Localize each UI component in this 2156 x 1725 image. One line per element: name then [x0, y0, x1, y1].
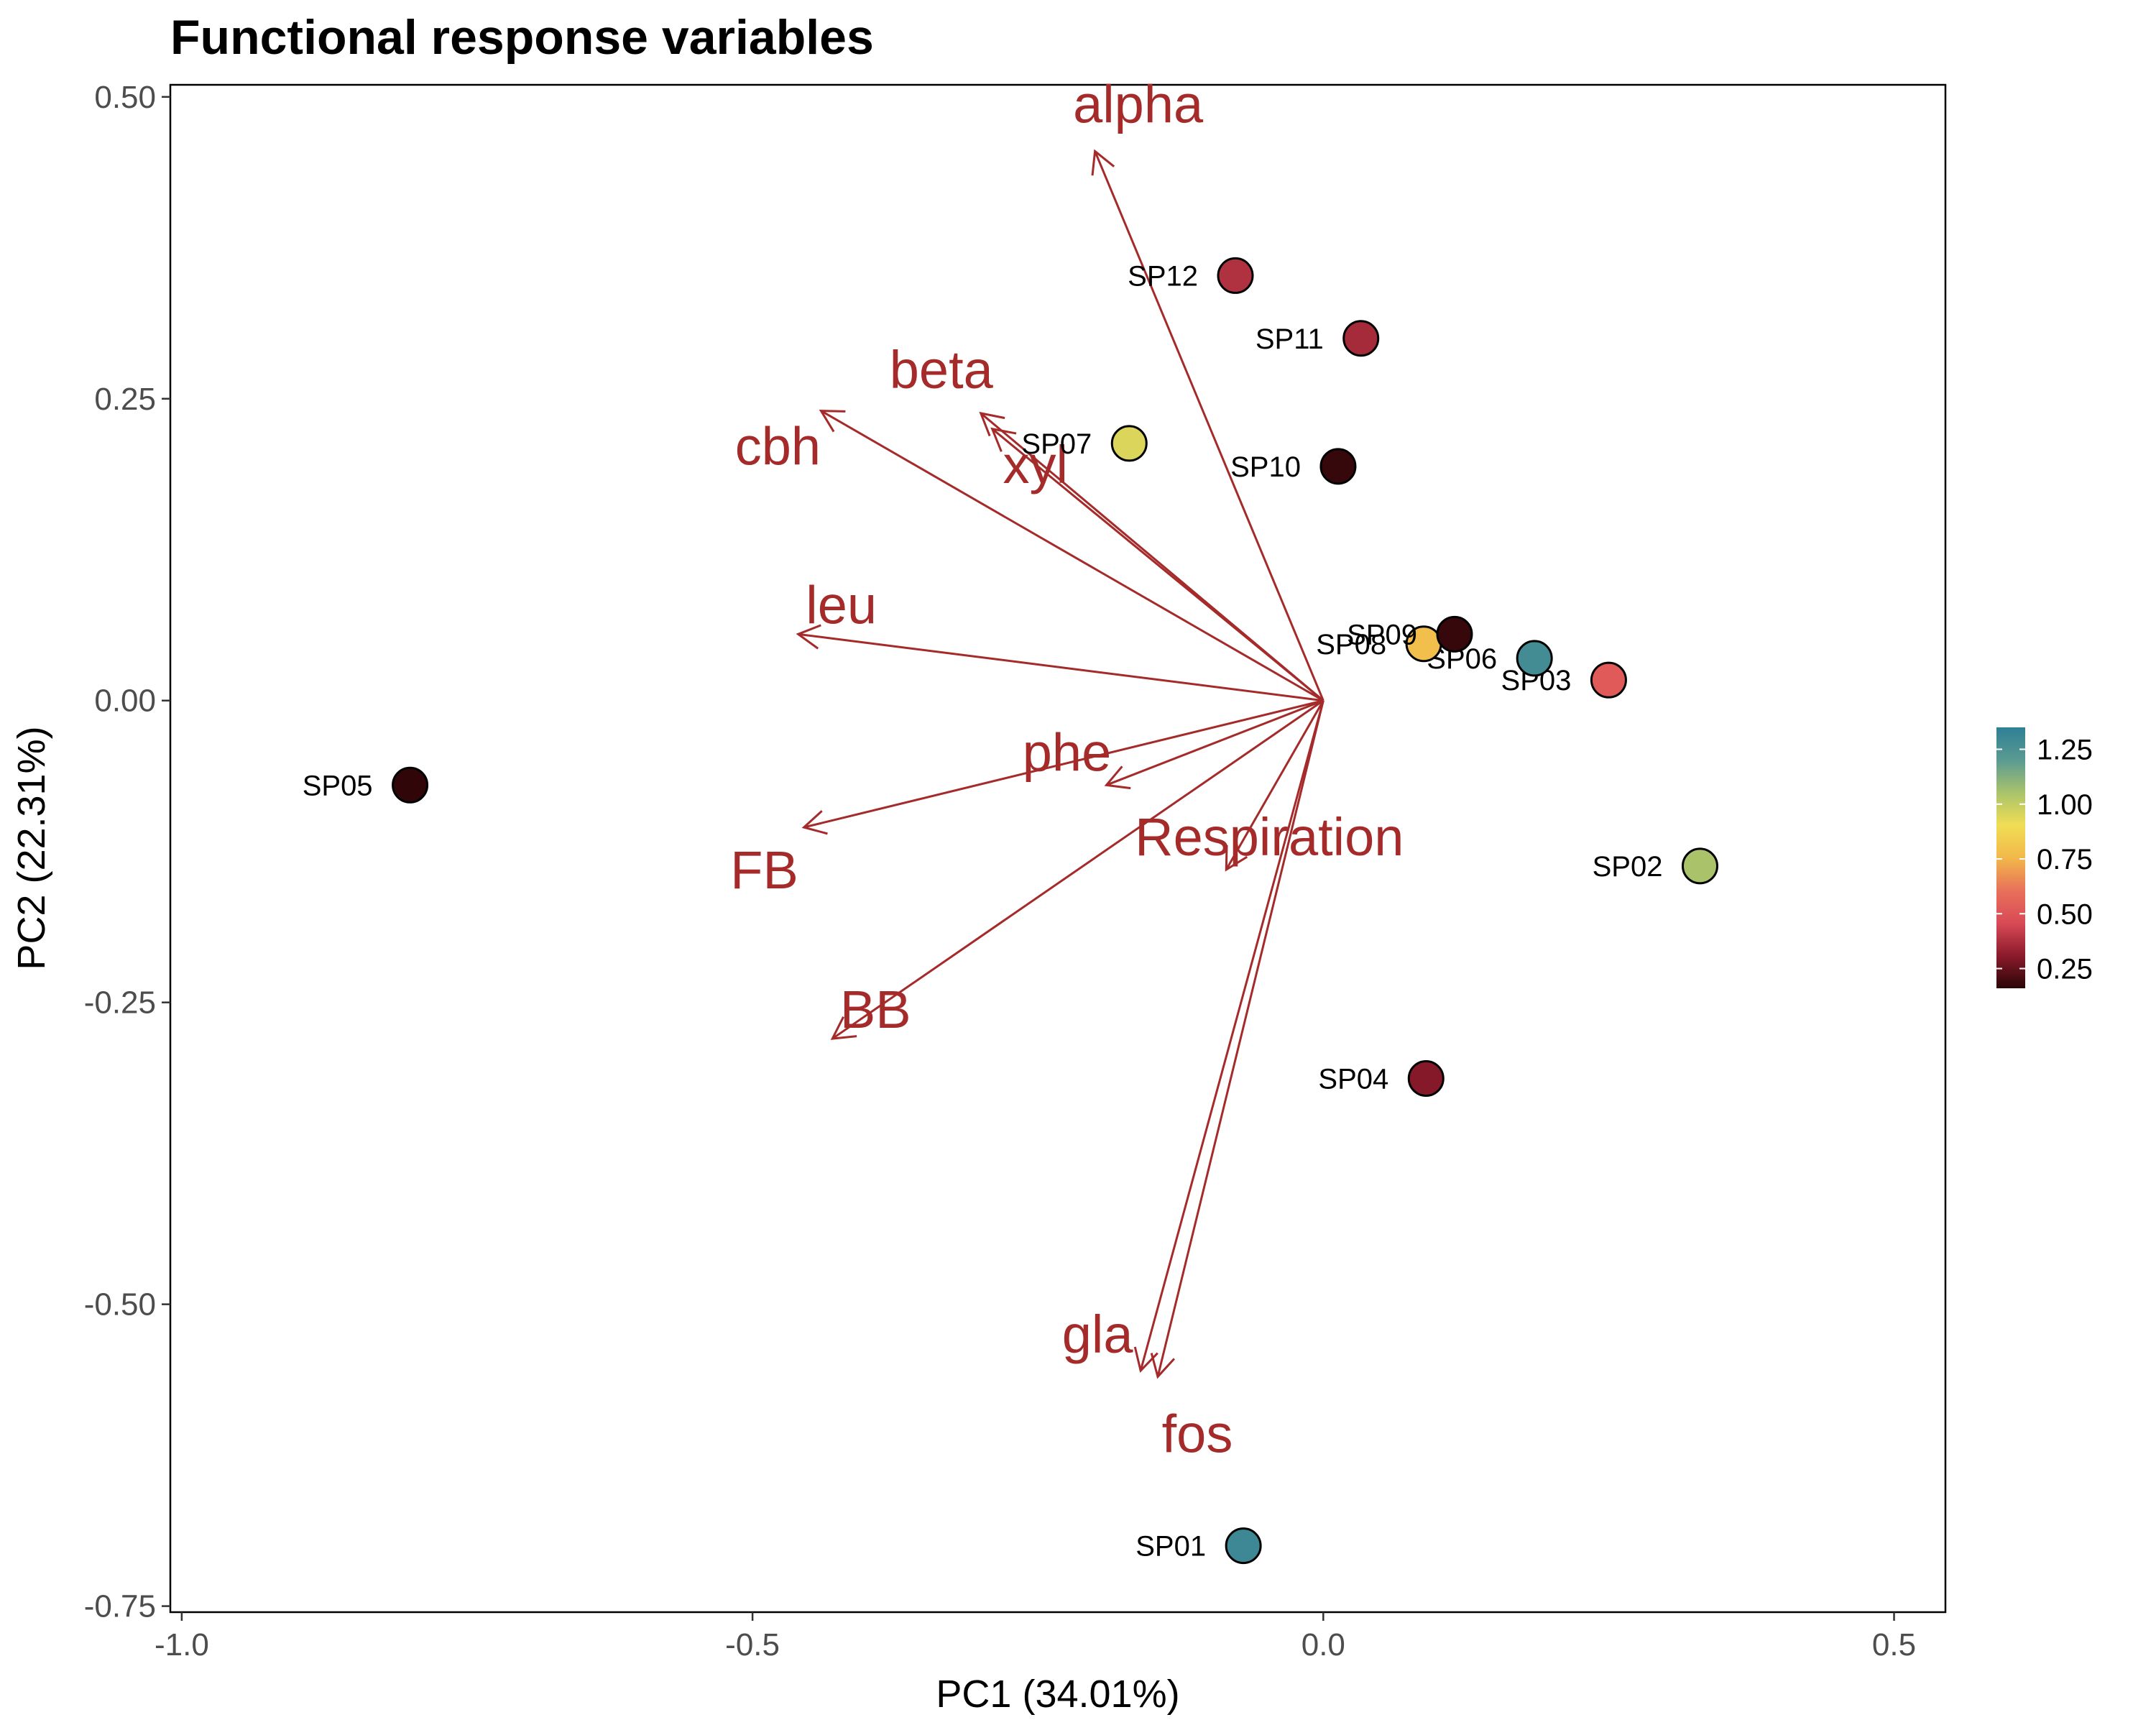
color-legend: 1.25 1.00 0.75 0.50 0.25: [1996, 727, 2093, 988]
vector-label-bb: BB: [840, 980, 911, 1039]
vector-label-fb: FB: [730, 840, 798, 900]
site-point-sp10: [1319, 448, 1357, 485]
vector-label-alpha: alpha: [1073, 74, 1204, 134]
x-tick-label: -1.0: [155, 1627, 209, 1662]
site-point-sp01: [1225, 1527, 1262, 1565]
arrowhead: [819, 409, 846, 433]
site-point-sp04: [1407, 1060, 1445, 1098]
site-point-sp09: [1436, 615, 1473, 653]
x-tick-label: 0.0: [1302, 1627, 1345, 1662]
x-axis-title: PC1 (34.01%): [936, 1673, 1179, 1716]
arrowhead: [1150, 1353, 1176, 1379]
site-label-sp08: SP08: [1316, 629, 1386, 661]
loading-arrow-leu: [798, 632, 1324, 702]
arrowhead: [801, 810, 828, 835]
y-tick-label: 0.00: [94, 684, 156, 719]
loading-arrow-bb: [831, 699, 1325, 1040]
loading-arrow-fb: [803, 699, 1324, 829]
site-point-sp11: [1342, 320, 1380, 357]
y-tick-label: 0.25: [94, 382, 156, 417]
arrowhead: [1091, 149, 1115, 176]
loading-arrow-phe: [1105, 699, 1324, 786]
vector-label-gla: gla: [1062, 1305, 1134, 1364]
site-points: SP01SP02SP03SP04SP05SP06SP07SP08SP09SP10…: [303, 257, 1718, 1565]
vector-label-respiration: Respiration: [1135, 807, 1404, 867]
site-label-sp10: SP10: [1230, 451, 1301, 483]
x-axis: -1.0 -0.5 0.0 0.5: [155, 1612, 1916, 1662]
site-point-sp03: [1590, 661, 1627, 699]
arrowhead: [990, 427, 1017, 452]
arrowhead: [1104, 765, 1131, 790]
arrowhead: [1225, 845, 1248, 872]
y-axis-title: PC2 (22.31%): [10, 726, 53, 970]
arrowhead: [796, 624, 821, 650]
y-tick-label: -0.50: [84, 1287, 156, 1322]
y-tick-label: 0.50: [94, 80, 156, 115]
vector-label-phe: phe: [1023, 722, 1111, 782]
y-axis: 0.50 0.25 0.00 -0.25 -0.50 -0.75: [84, 80, 170, 1624]
loading-arrow-cbh: [820, 410, 1325, 702]
colorbar-label: 1.00: [2037, 789, 2093, 821]
loading-arrow-alpha: [1094, 150, 1325, 702]
site-point-sp07: [1110, 425, 1148, 462]
site-point-sp06: [1516, 640, 1553, 677]
colorbar: [1996, 727, 2025, 988]
site-label-sp07: SP07: [1021, 428, 1092, 460]
loading-arrow-gla: [1139, 700, 1325, 1371]
site-label-sp02: SP02: [1593, 851, 1663, 883]
colorbar-label: 0.25: [2037, 954, 2093, 985]
site-label-sp09: SP09: [1347, 619, 1417, 650]
site-label-sp04: SP04: [1318, 1064, 1388, 1095]
colorbar-label: 1.25: [2037, 735, 2093, 766]
vector-label-xyl: xyl: [1003, 435, 1067, 494]
arrowhead: [979, 411, 1005, 437]
chart-title: Functional response variables: [170, 10, 874, 65]
colorbar-label: 0.50: [2037, 898, 2093, 930]
site-point-sp12: [1217, 257, 1254, 294]
plot-panel: [169, 83, 1947, 1614]
loading-arrow-fos: [1156, 700, 1325, 1377]
arrowhead: [830, 1016, 857, 1040]
x-tick-label: 0.5: [1872, 1627, 1916, 1662]
vector-label-beta: beta: [890, 340, 994, 400]
y-tick-label: -0.75: [84, 1589, 156, 1624]
site-label-sp11: SP11: [1256, 323, 1324, 355]
site-point-sp05: [392, 766, 429, 804]
site-label-sp01: SP01: [1135, 1531, 1206, 1563]
x-tick-label: -0.5: [725, 1627, 780, 1662]
vector-label-cbh: cbh: [735, 417, 821, 477]
loading-arrow-respiration: [1225, 699, 1325, 870]
loading-arrow-xyl: [991, 428, 1325, 702]
colorbar-label: 0.75: [2037, 844, 2093, 875]
site-label-sp05: SP05: [303, 770, 373, 801]
site-label-sp12: SP12: [1128, 260, 1198, 292]
site-point-sp02: [1681, 847, 1718, 885]
y-tick-label: -0.25: [84, 985, 156, 1021]
vector-label-fos: fos: [1162, 1404, 1233, 1463]
vector-label-leu: leu: [806, 575, 877, 635]
